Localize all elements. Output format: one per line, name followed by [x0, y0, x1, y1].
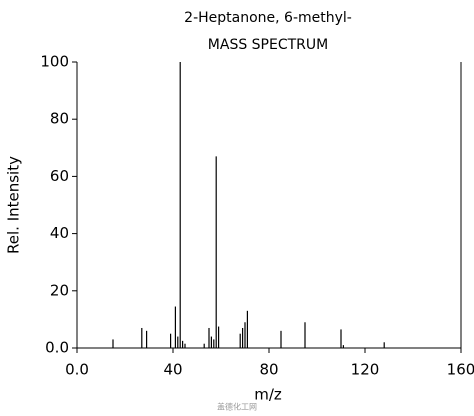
y-tick-label: 100 [40, 53, 69, 71]
x-tick-label: 160 [447, 361, 474, 379]
x-tick-label: 120 [351, 361, 380, 379]
axis-frame [76, 62, 462, 349]
y-tick-label: 40 [50, 224, 69, 242]
x-tick-label: 0.0 [65, 361, 89, 379]
x-tick-label: 80 [259, 361, 278, 379]
x-axis-label: m/z [254, 386, 282, 404]
y-tick-label: 80 [50, 110, 69, 128]
x-tick-label: 40 [163, 361, 182, 379]
chart-subtitle: MASS SPECTRUM [208, 37, 328, 53]
chart-title: 2-Heptanone, 6-methyl- [184, 10, 352, 26]
y-tick-label: 60 [50, 167, 69, 185]
watermark: 盖德化工网 [217, 402, 257, 412]
y-tick-label: 20 [50, 281, 69, 299]
y-tick-label: 0.0 [45, 339, 69, 357]
y-axis-label: Rel. Intensity [5, 156, 23, 254]
